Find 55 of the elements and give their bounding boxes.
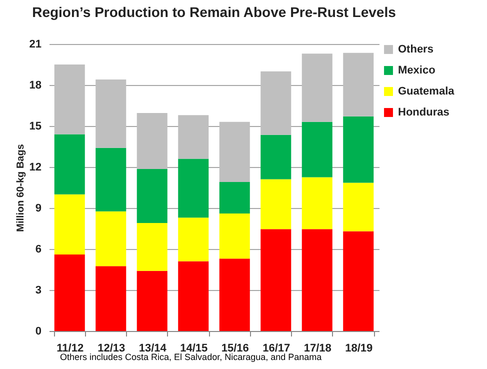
legend-label: Mexico xyxy=(398,64,436,76)
bar xyxy=(54,64,85,134)
bar xyxy=(136,270,168,331)
y-tick-label: 6 xyxy=(35,244,42,256)
bar xyxy=(260,134,292,180)
x-tick-label: 15/16 xyxy=(221,342,249,354)
y-tick-label: 0 xyxy=(35,326,42,338)
x-tick-label: 13/14 xyxy=(138,342,168,354)
bar xyxy=(260,179,292,230)
x-tick-label: 14/15 xyxy=(180,342,208,354)
bar xyxy=(54,134,85,194)
chart-title: Region’s Production to Remain Above Pre-Rust Levels xyxy=(32,4,396,20)
bar xyxy=(54,254,85,331)
bar xyxy=(302,54,332,122)
bar xyxy=(219,182,250,214)
bar xyxy=(136,113,168,170)
x-tick-label: 11/12 xyxy=(56,342,84,354)
x-tick-label: 18/19 xyxy=(345,342,373,354)
x-tick-label: 16/17 xyxy=(262,342,290,354)
y-tick-label: 3 xyxy=(35,284,42,296)
x-tick-label: 17/18 xyxy=(304,342,332,354)
legend-label: Honduras xyxy=(398,106,450,118)
bar xyxy=(343,52,374,116)
bar xyxy=(343,182,374,232)
bar xyxy=(96,266,126,331)
bar xyxy=(96,211,126,266)
y-axis-title: Million 60-kg Bags xyxy=(15,144,26,232)
y-tick-label: 9 xyxy=(35,202,42,214)
bar xyxy=(178,158,209,218)
y-tick-label: 15 xyxy=(29,120,42,132)
bar xyxy=(54,194,85,254)
bar xyxy=(219,213,250,259)
text: Others includes Costa Rica, El Salvador, Nicaragua, and Panama xyxy=(60,352,322,362)
bar xyxy=(136,223,168,271)
bar xyxy=(302,229,332,331)
x-tick-label: 12/13 xyxy=(98,342,126,354)
bar xyxy=(343,231,374,331)
bar xyxy=(302,177,332,230)
legend-label: Guatemala xyxy=(398,86,456,98)
bar xyxy=(260,229,292,331)
bar xyxy=(136,169,168,224)
y-tick-label: 18 xyxy=(29,80,42,92)
legend-label: Others xyxy=(398,44,434,56)
bar xyxy=(260,71,292,135)
bar xyxy=(178,115,209,159)
bar xyxy=(96,148,126,212)
bar xyxy=(178,218,209,262)
y-tick-label: 21 xyxy=(29,38,42,50)
bar xyxy=(343,116,374,183)
bar xyxy=(302,122,332,178)
bar xyxy=(96,80,126,148)
bar xyxy=(219,122,250,182)
bar xyxy=(178,261,209,331)
y-tick-label: 12 xyxy=(29,162,42,174)
bar xyxy=(219,258,250,331)
